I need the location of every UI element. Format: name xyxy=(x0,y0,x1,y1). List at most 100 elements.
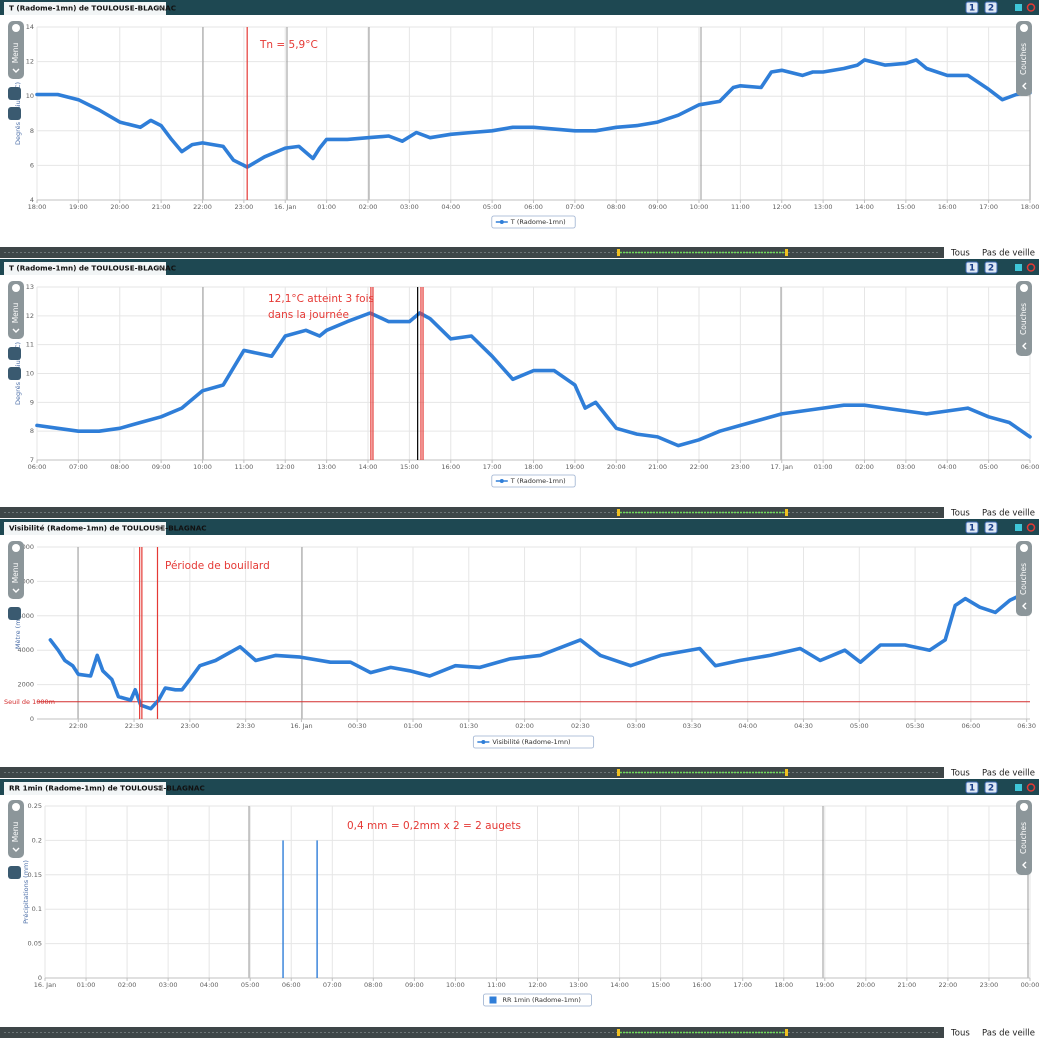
header-bar xyxy=(0,260,1039,275)
tool-icon[interactable] xyxy=(8,367,21,380)
maximize-button[interactable] xyxy=(1015,264,1022,271)
page-button[interactable] xyxy=(965,1,979,14)
legend-symbol xyxy=(489,996,497,1004)
tab[interactable] xyxy=(4,782,166,795)
x-tick-label: 09:00 xyxy=(405,981,424,989)
y-tick-label: 11 xyxy=(26,341,34,349)
sleep-button[interactable]: Pas de veille xyxy=(982,769,1035,779)
y-tick-label: 13 xyxy=(26,283,34,291)
x-tick-label: 10:00 xyxy=(446,981,465,989)
tab[interactable] xyxy=(4,522,166,535)
tool-icon[interactable] xyxy=(8,87,21,100)
tool-icon[interactable] xyxy=(8,866,21,879)
x-tick-label: 16:00 xyxy=(441,463,460,471)
tab-close[interactable] xyxy=(157,785,163,791)
y-tick-label: 9 xyxy=(30,398,34,406)
navigator-handle[interactable] xyxy=(785,769,788,776)
y-tick-label: 10 xyxy=(26,370,34,378)
close-button[interactable] xyxy=(1026,3,1036,12)
menu-tab[interactable] xyxy=(8,21,24,79)
tab[interactable] xyxy=(4,262,166,275)
navigator-handle[interactable] xyxy=(617,249,620,256)
page-button[interactable] xyxy=(965,781,979,794)
chart-panel: T (Radome-1mn) de TOULOUSE-BLAGNAC 1 24681… xyxy=(0,0,1039,260)
range-button[interactable]: Tous xyxy=(950,509,970,519)
y-axis-label: Précipitations (mm) xyxy=(22,860,30,924)
navigator-handle[interactable] xyxy=(785,1029,788,1036)
maximize-button[interactable] xyxy=(1015,524,1022,531)
tab-close[interactable] xyxy=(157,525,163,531)
page-button[interactable] xyxy=(984,521,998,534)
menu-tab[interactable] xyxy=(8,800,24,858)
page-button[interactable] xyxy=(984,781,998,794)
page-button[interactable] xyxy=(965,261,979,274)
layers-tab[interactable] xyxy=(1016,281,1032,356)
menu-icon xyxy=(12,544,20,552)
layers-tab[interactable] xyxy=(1016,800,1032,875)
x-tick-label: 05:30 xyxy=(906,722,925,730)
page-button[interactable] xyxy=(965,521,979,534)
tab-close[interactable] xyxy=(157,265,163,271)
y-tick-label: 0 xyxy=(30,715,34,723)
page-button-label: 2 xyxy=(988,264,994,274)
x-tick-label: 06:00 xyxy=(961,722,980,730)
y-tick-label: 12 xyxy=(26,312,34,320)
threshold-label: Seuil de 1000m xyxy=(4,698,55,706)
sleep-button[interactable]: Pas de veille xyxy=(982,509,1035,519)
navigator-handle[interactable] xyxy=(617,1029,620,1036)
close-button[interactable] xyxy=(1026,523,1036,532)
bar xyxy=(282,840,284,978)
layers-tab[interactable] xyxy=(1016,21,1032,96)
x-tick-label: 23:00 xyxy=(731,463,750,471)
chart-panel: Visibilité (Radome-1mn) de TOULOUSE-BLAG… xyxy=(0,520,1039,780)
navigator-handle[interactable] xyxy=(617,769,620,776)
page-button[interactable] xyxy=(984,1,998,14)
x-tick-label: 03:00 xyxy=(627,722,646,730)
navigator-handle[interactable] xyxy=(785,249,788,256)
x-tick-label: 17:00 xyxy=(979,203,998,211)
navigator-handle[interactable] xyxy=(785,509,788,516)
maximize-button[interactable] xyxy=(1015,784,1022,791)
range-button[interactable]: Tous xyxy=(950,769,970,779)
x-tick-label: 00:00 xyxy=(1021,981,1039,989)
close-button[interactable] xyxy=(1026,263,1036,272)
tab-close[interactable] xyxy=(157,5,163,11)
tool-icon[interactable] xyxy=(8,107,21,120)
range-button[interactable]: Tous xyxy=(950,1029,970,1038)
sleep-button[interactable]: Pas de veille xyxy=(982,1029,1035,1038)
annotation: dans la journée xyxy=(268,309,349,321)
x-tick-label: 02:00 xyxy=(515,722,534,730)
tab[interactable] xyxy=(4,2,166,15)
menu-chevron xyxy=(12,847,20,852)
navigator-handle[interactable] xyxy=(617,509,620,516)
x-tick-label: 23:00 xyxy=(180,722,199,730)
tool-icon[interactable] xyxy=(8,607,21,620)
y-axis-label: Mètre (m) xyxy=(14,617,22,649)
layers-tab[interactable] xyxy=(1016,541,1032,616)
x-tick-label: 12:00 xyxy=(276,463,295,471)
y-tick-label: 14 xyxy=(26,23,34,31)
sleep-button[interactable]: Pas de veille xyxy=(982,249,1035,259)
close-button[interactable] xyxy=(1026,783,1036,792)
x-tick-label: 01:00 xyxy=(317,203,336,211)
menu-tab[interactable] xyxy=(8,281,24,339)
layers-chevron xyxy=(1022,82,1027,90)
tool-icon[interactable] xyxy=(8,347,21,360)
layers-chevron xyxy=(1022,602,1027,610)
data-line xyxy=(35,58,1032,169)
x-tick-label: 18:00 xyxy=(524,463,543,471)
maximize-button[interactable] xyxy=(1015,4,1022,11)
x-tick-label: 15:00 xyxy=(400,463,419,471)
chart-panel: RR 1min (Radome-1mn) de TOULOUSE-BLAGNAC… xyxy=(0,780,1039,1038)
x-tick-label: 16:00 xyxy=(692,981,711,989)
x-tick-label: 01:00 xyxy=(404,722,423,730)
x-tick-label: 22:00 xyxy=(690,463,709,471)
menu-tab[interactable] xyxy=(8,541,24,599)
y-tick-label: 0.25 xyxy=(28,802,42,810)
legend-label: T (Radome-1mn) xyxy=(510,218,566,226)
x-tick-label: 04:30 xyxy=(794,722,813,730)
range-button[interactable]: Tous xyxy=(950,249,970,259)
bar xyxy=(316,840,318,978)
legend-symbol xyxy=(499,220,504,224)
page-button[interactable] xyxy=(984,261,998,274)
